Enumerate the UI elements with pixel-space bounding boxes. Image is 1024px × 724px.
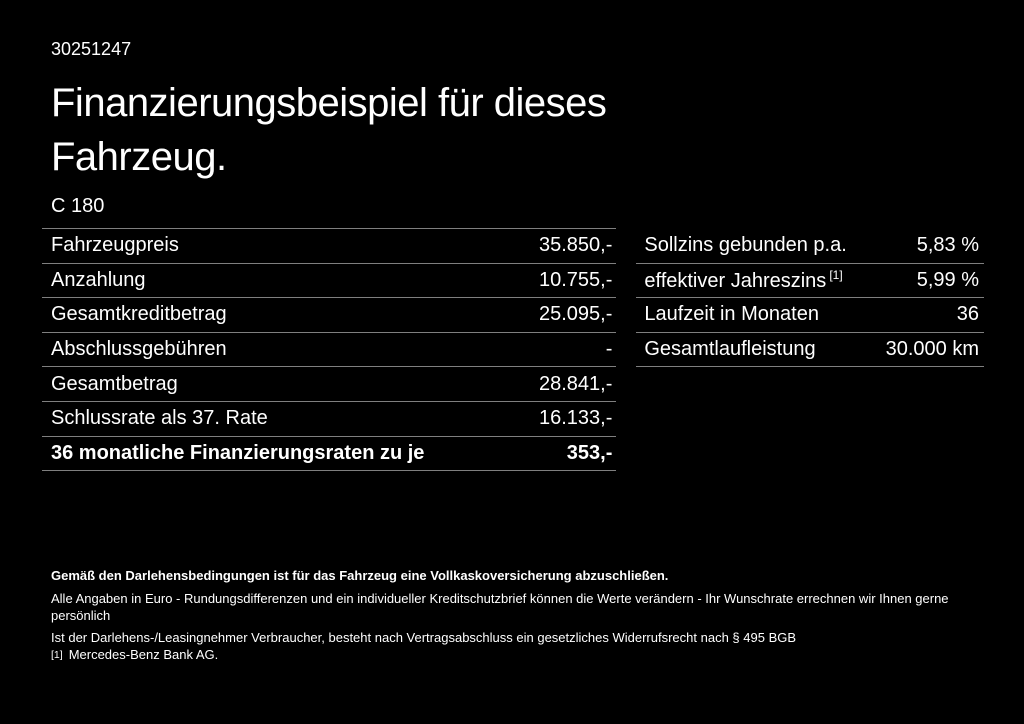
row-label: Gesamtkreditbetrag — [51, 303, 227, 326]
footnote: [1] Mercedes-Benz Bank AG. — [51, 646, 984, 664]
table-row: Laufzeit in Monaten 36 — [636, 298, 984, 333]
row-label: 36 monatliche Finanzierungsraten zu je — [51, 441, 425, 464]
footnote-text: Mercedes-Benz Bank AG. — [68, 647, 219, 663]
table-row: Schlussrate als 37. Rate 16.133,- — [42, 402, 617, 437]
table-row: Anzahlung 10.755,- — [42, 264, 617, 299]
row-label: effektiver Jahreszins [1] — [636, 268, 842, 293]
row-value: 16.133,- — [538, 407, 613, 430]
table-row: Gesamtbetrag 28.841,- — [42, 367, 617, 402]
table-row: Gesamtlaufleistung 30.000 km — [636, 333, 984, 368]
page-title-line-2: Fahrzeug. — [51, 135, 227, 179]
tables-section: Fahrzeugpreis 35.850,- Anzahlung 10.755,… — [42, 228, 984, 472]
legal-footer: Gemäß den Darlehensbedingungen ist für d… — [51, 567, 984, 664]
row-label: Gesamtlaufleistung — [636, 338, 815, 361]
row-label-text: effektiver Jahreszins — [644, 269, 827, 292]
table-row: Abschlussgebühren - — [42, 333, 617, 368]
row-value: - — [605, 338, 613, 361]
row-label: Anzahlung — [51, 268, 146, 291]
table-row: effektiver Jahreszins [1] 5,99 % — [636, 264, 984, 299]
row-value: 30.000 km — [885, 338, 979, 361]
table-row: Sollzins gebunden p.a. 5,83 % — [636, 229, 984, 264]
table-row-monthly-rate: 36 monatliche Finanzierungsraten zu je 3… — [42, 437, 617, 472]
footnote-reference: [1] — [829, 267, 843, 282]
row-label: Fahrzeugpreis — [51, 234, 179, 257]
row-label: Laufzeit in Monaten — [636, 303, 819, 326]
financing-table: Fahrzeugpreis 35.850,- Anzahlung 10.755,… — [42, 228, 617, 472]
table-row: Fahrzeugpreis 35.850,- — [42, 229, 617, 264]
row-value: 10.755,- — [538, 268, 613, 291]
vehicle-model: C 180 — [51, 195, 105, 217]
conditions-table: Sollzins gebunden p.a. 5,83 % effektiver… — [636, 228, 984, 471]
reference-number: 30251247 — [51, 39, 132, 59]
row-value: 35.850,- — [538, 234, 613, 257]
footnote-marker: [1] — [51, 649, 63, 662]
row-label: Sollzins gebunden p.a. — [636, 234, 846, 257]
insurance-note: Gemäß den Darlehensbedingungen ist für d… — [51, 568, 669, 584]
row-label: Abschlussgebühren — [51, 338, 227, 361]
row-value: 5,99 % — [916, 268, 979, 291]
table-row: Gesamtkreditbetrag 25.095,- — [42, 298, 617, 333]
row-label: Schlussrate als 37. Rate — [51, 407, 268, 430]
row-value: 353,- — [566, 441, 613, 464]
row-label-text: Laufzeit in Monaten — [644, 303, 819, 326]
page-title: Finanzierungsbeispiel für dieses Fahrzeu… — [51, 76, 984, 184]
row-value: 25.095,- — [538, 303, 613, 326]
row-label: Gesamtbetrag — [51, 372, 178, 395]
row-value: 28.841,- — [538, 372, 613, 395]
disclaimer-line-1: Alle Angaben in Euro - Rundungsdifferenz… — [51, 591, 949, 624]
row-label-text: Sollzins gebunden p.a. — [644, 234, 847, 257]
row-value: 36 — [956, 303, 979, 326]
page-title-line-1: Finanzierungsbeispiel für dieses — [51, 81, 607, 125]
row-label-text: Gesamtlaufleistung — [644, 338, 816, 361]
row-value: 5,83 % — [916, 234, 979, 257]
disclaimer-line-2: Ist der Darlehens-/Leasingnehmer Verbrau… — [51, 630, 797, 646]
